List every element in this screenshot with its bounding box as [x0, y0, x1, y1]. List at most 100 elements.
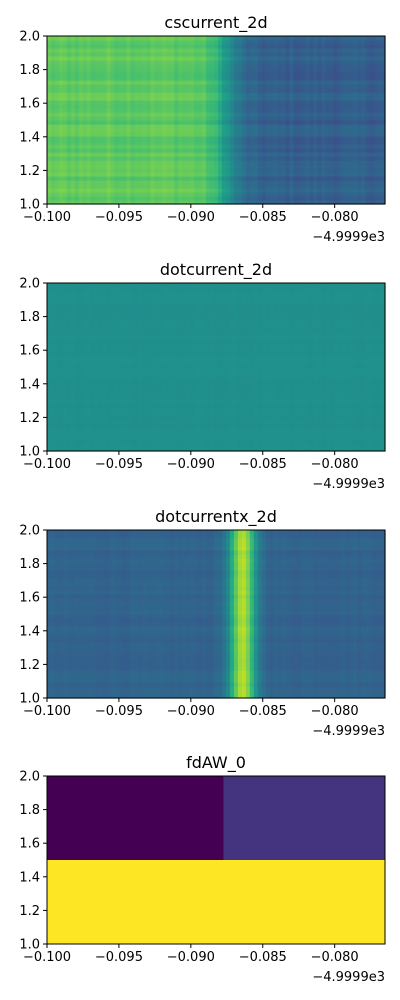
heatmap-cell — [277, 88, 283, 93]
heatmap-cell — [186, 391, 191, 396]
heatmap-cell — [309, 447, 315, 452]
heatmap-cell — [174, 152, 179, 157]
heatmap-cell — [245, 104, 251, 109]
heatmap-cell — [86, 180, 92, 185]
heatmap-cell — [66, 152, 72, 157]
heatmap-cell — [277, 407, 283, 412]
heatmap-cell — [158, 200, 163, 205]
heatmap-cell — [114, 164, 120, 169]
heatmap-cell — [198, 411, 203, 416]
heatmap-cell — [245, 72, 251, 77]
heatmap-cell — [122, 124, 128, 129]
heatmap-cell — [78, 64, 84, 69]
heatmap-cell — [202, 84, 207, 89]
heatmap-cell — [190, 419, 195, 424]
heatmap-cell — [82, 168, 88, 173]
heatmap-cell — [321, 423, 326, 428]
heatmap-cell — [321, 72, 326, 77]
heatmap-cell — [178, 427, 183, 432]
heatmap-cell — [110, 411, 116, 416]
heatmap-cell — [345, 100, 350, 105]
heatmap-cell — [313, 56, 318, 61]
heatmap-cell — [313, 423, 318, 428]
heatmap-cell — [281, 180, 287, 185]
heatmap-cell — [102, 52, 108, 57]
heatmap-cell — [170, 48, 175, 53]
heatmap-cell — [237, 419, 243, 424]
heatmap-cell — [47, 403, 52, 408]
heatmap-cell — [130, 84, 136, 89]
heatmap-cell — [257, 415, 263, 420]
heatmap-cell — [186, 180, 191, 185]
heatmap-cell — [122, 387, 128, 392]
heatmap-cell — [94, 64, 100, 69]
heatmap-cell — [373, 172, 378, 177]
heatmap-cell — [325, 419, 330, 424]
heatmap-cell — [182, 156, 187, 161]
heatmap-cell — [126, 387, 132, 392]
heatmap-cell — [285, 407, 291, 412]
heatmap-cell — [130, 68, 136, 73]
heatmap-cell — [305, 84, 311, 89]
heatmap-cell — [349, 443, 354, 448]
heatmap-cell — [293, 403, 299, 408]
heatmap-cell — [78, 156, 84, 161]
heatmap-cell — [194, 431, 199, 436]
heatmap-cell — [217, 168, 223, 173]
heatmap-cell — [369, 36, 374, 41]
heatmap-cell — [281, 192, 287, 197]
heatmap-cell — [202, 172, 207, 177]
heatmap-cell — [166, 192, 171, 197]
heatmap-cell — [114, 188, 120, 193]
heatmap-cell — [309, 427, 315, 432]
heatmap-cell — [217, 104, 223, 109]
heatmap-cell — [138, 104, 144, 109]
heatmap-cell — [277, 391, 283, 396]
heatmap-cell — [345, 184, 350, 189]
heatmap-cell — [245, 152, 251, 157]
heatmap-cell — [317, 435, 322, 440]
heatmap-cell — [122, 176, 128, 181]
heatmap-cell — [90, 184, 96, 189]
heatmap-cell — [158, 180, 163, 185]
heatmap-cell — [82, 439, 88, 444]
heatmap-cell — [297, 64, 303, 69]
heatmap-cell — [98, 435, 104, 440]
heatmap-cell — [353, 395, 358, 400]
heatmap-cell — [293, 447, 299, 452]
heatmap-cell — [110, 48, 116, 53]
heatmap-cell — [130, 439, 136, 444]
heatmap-cell — [194, 136, 199, 141]
heatmap-cell — [54, 200, 60, 205]
heatmap-cell — [337, 92, 342, 97]
heatmap-cell — [170, 56, 175, 61]
heatmap-cell — [82, 383, 88, 388]
heatmap-cell — [277, 427, 283, 432]
heatmap-cell — [70, 403, 76, 408]
heatmap-cell — [210, 104, 215, 109]
heatmap-cell — [47, 168, 52, 173]
heatmap-cell — [261, 176, 267, 181]
heatmap-cell — [122, 68, 128, 73]
heatmap-cell — [158, 447, 163, 452]
heatmap-cell — [206, 100, 211, 105]
heatmap-cell — [229, 443, 235, 448]
heatmap-cell — [78, 124, 84, 129]
heatmap-cell — [237, 156, 243, 161]
heatmap-cell — [47, 387, 52, 392]
heatmap-cell — [114, 48, 120, 53]
heatmap-cell — [66, 44, 72, 49]
heatmap-cell — [277, 124, 283, 129]
heatmap-cell — [277, 443, 283, 448]
heatmap-cell — [174, 399, 179, 404]
heatmap-cell — [265, 395, 271, 400]
heatmap-cell — [94, 431, 100, 436]
heatmap-cell — [126, 395, 132, 400]
heatmap-cell — [78, 423, 84, 428]
heatmap-cell — [178, 40, 183, 45]
heatmap-cell — [206, 192, 211, 197]
heatmap-cell — [102, 447, 108, 452]
heatmap-cell — [134, 387, 140, 392]
heatmap-cell — [190, 132, 195, 137]
heatmap-cell — [150, 200, 155, 205]
